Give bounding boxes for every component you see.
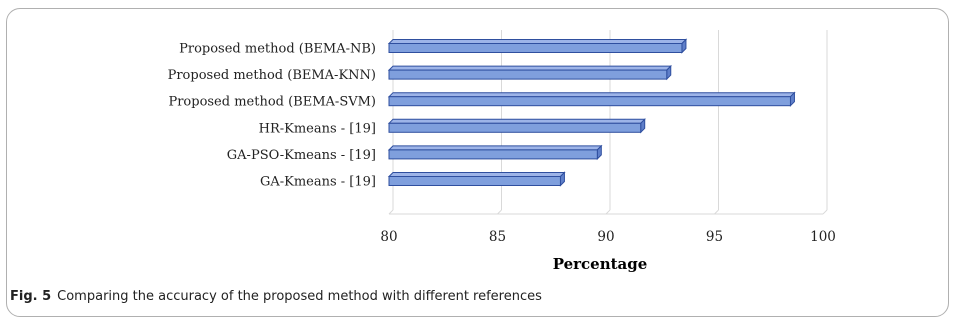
bar-chart: Proposed method (BEMA-NB) Proposed method… — [168, 30, 836, 273]
gridline-floor — [497, 209, 502, 215]
x-tick-label: 90 — [597, 229, 614, 245]
bar — [387, 64, 672, 81]
bar-top-face — [387, 172, 566, 177]
category-label: HR-Kmeans - [19] — [259, 121, 376, 136]
gridline-floor — [822, 209, 828, 215]
x-axis-title: Percentage — [553, 255, 648, 273]
bar-top-face — [387, 39, 688, 44]
gridline-floor — [388, 209, 394, 215]
bar-top-face — [387, 145, 603, 151]
category-label: Proposed method (BEMA-SVM) — [168, 95, 376, 110]
bar-top-face — [387, 118, 646, 124]
x-tick-label: 95 — [706, 229, 723, 245]
category-label: Proposed method (BEMA-NB) — [179, 42, 376, 57]
gridline-floor — [714, 209, 719, 215]
category-labels: Proposed method (BEMA-NB) Proposed method… — [168, 42, 376, 190]
bar-front-face — [388, 96, 791, 107]
bar — [387, 38, 688, 54]
category-label: Proposed method (BEMA-KNN) — [168, 68, 376, 83]
bar-top-face — [387, 92, 796, 98]
caption-text: Comparing the accuracy of the proposed m… — [57, 289, 542, 304]
bar-front-face — [388, 176, 561, 186]
bar — [387, 171, 566, 187]
x-tick-label: 85 — [489, 229, 506, 245]
bar-front-face — [388, 149, 598, 160]
bar-top-face — [387, 65, 672, 71]
gridline-floor — [605, 209, 611, 215]
x-tick-labels: 80 85 90 95 100 — [380, 229, 835, 245]
category-label: GA-Kmeans - [19] — [260, 175, 376, 190]
bar-front-face — [388, 43, 683, 53]
bar-front-face — [388, 122, 642, 133]
bar — [387, 144, 603, 161]
bar — [387, 118, 646, 134]
figure-frame — [6, 8, 949, 317]
category-label: GA-PSO-Kmeans - [19] — [227, 148, 376, 163]
bar-front-face — [388, 69, 668, 80]
bar — [387, 91, 796, 107]
x-tick-label: 100 — [810, 229, 836, 245]
chart-bars — [387, 38, 796, 187]
figure-caption: Fig. 5 Comparing the accuracy of the prop… — [10, 289, 542, 304]
figure-label: Fig. 5 — [10, 289, 52, 304]
x-tick-label: 80 — [380, 229, 397, 245]
